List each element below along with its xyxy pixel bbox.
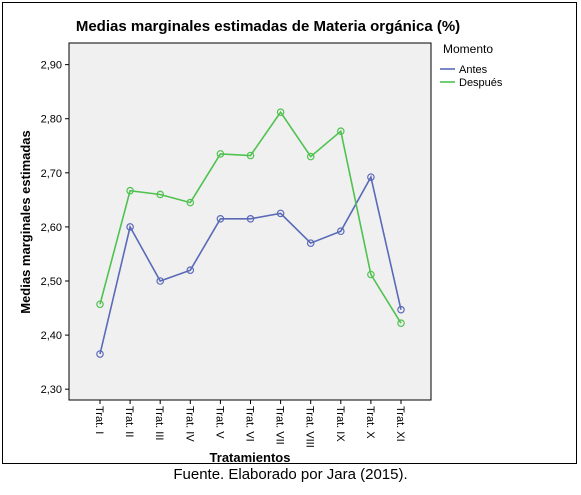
y-axis: 2,30 2,40 2,50 2,60 2,70 2,80 2,90 bbox=[41, 60, 69, 396]
x-tick-label: Trat. III bbox=[153, 406, 165, 440]
x-tick-label: Trat. X bbox=[364, 406, 376, 439]
x-tick-label: Trat. VII bbox=[274, 406, 286, 445]
y-tick-label: 2,60 bbox=[41, 222, 62, 234]
series-line-1 bbox=[99, 110, 402, 324]
series-point-0 bbox=[126, 223, 134, 231]
series-point-1 bbox=[216, 150, 225, 158]
series-point-1 bbox=[156, 190, 165, 199]
series-point-1 bbox=[336, 127, 345, 135]
y-tick-label: 2,40 bbox=[41, 330, 62, 342]
x-axis-label: Tratamientos bbox=[210, 450, 291, 463]
x-tick-label: Trat. IV bbox=[183, 406, 195, 442]
chart-svg: Medias marginales estimadas de Materia o… bbox=[18, 18, 503, 465]
y-tick-label: 2,90 bbox=[41, 60, 62, 72]
series-point-0 bbox=[276, 209, 285, 218]
legend-label: Después bbox=[459, 77, 503, 89]
series-point-0 bbox=[306, 239, 315, 247]
series-point-0 bbox=[246, 214, 255, 223]
series-point-1 bbox=[126, 186, 134, 195]
series-point-0 bbox=[216, 214, 225, 223]
y-tick-label: 2,70 bbox=[41, 168, 62, 180]
series-point-1 bbox=[306, 152, 315, 161]
legend-label: Antes bbox=[459, 64, 488, 76]
x-tick-label: Trat. IX bbox=[334, 406, 346, 442]
x-axis: Trat. I Trat. II Trat. III Trat. IV Trat. V T… bbox=[93, 400, 406, 448]
series-point-1 bbox=[246, 151, 255, 160]
x-tick-label: Trat. XI bbox=[394, 406, 406, 442]
x-tick-label: Trat. II bbox=[123, 406, 135, 437]
series-point-0 bbox=[367, 173, 375, 181]
y-tick-label: 2,30 bbox=[41, 384, 62, 396]
series-point-1 bbox=[397, 319, 405, 327]
chart-frame: Medias marginales estimadas de Materia o… bbox=[2, 2, 577, 465]
series-layer bbox=[96, 108, 405, 358]
x-tick-label: Trat. VIII bbox=[304, 406, 316, 448]
x-tick-label: Trat. VI bbox=[244, 406, 256, 442]
chart-title: Medias marginales estimadas de Materia o… bbox=[76, 18, 460, 35]
series-point-0 bbox=[96, 350, 104, 358]
x-tick-label: Trat. V bbox=[213, 406, 225, 439]
series-line-0 bbox=[99, 174, 402, 355]
y-tick-label: 2,50 bbox=[41, 276, 62, 288]
series-point-0 bbox=[397, 305, 405, 314]
series-point-0 bbox=[156, 277, 165, 285]
y-axis-label: Medias marginales estimadas bbox=[18, 130, 33, 314]
series-point-0 bbox=[186, 266, 195, 274]
series-point-0 bbox=[336, 227, 345, 236]
figure-caption: Fuente. Elaborado por Jara (2015). bbox=[173, 466, 408, 483]
series-point-1 bbox=[367, 270, 375, 279]
y-tick-label: 2,80 bbox=[41, 114, 62, 126]
x-tick-label: Trat. I bbox=[93, 406, 105, 434]
series-point-1 bbox=[276, 108, 285, 117]
series-point-1 bbox=[96, 300, 104, 309]
series-point-1 bbox=[186, 198, 195, 207]
legend-title: Momento bbox=[443, 42, 493, 56]
